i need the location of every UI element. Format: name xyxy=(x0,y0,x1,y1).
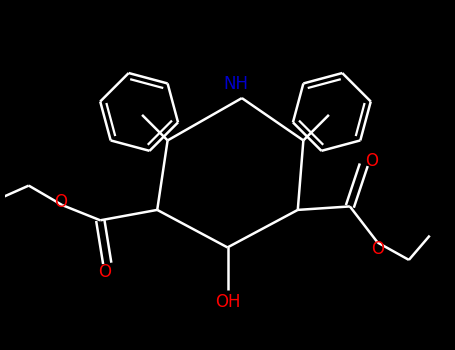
Text: O: O xyxy=(98,263,111,281)
Text: OH: OH xyxy=(215,293,240,310)
Text: O: O xyxy=(371,240,384,259)
Text: O: O xyxy=(54,193,67,211)
Text: NH: NH xyxy=(224,75,249,93)
Text: O: O xyxy=(365,152,379,170)
